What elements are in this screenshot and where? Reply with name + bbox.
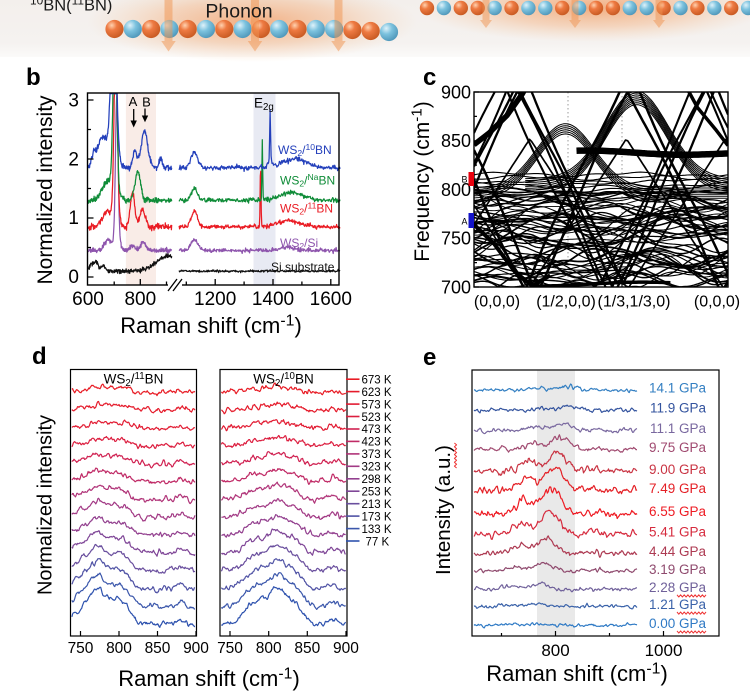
svg-text:298 K: 298 K [362,474,392,486]
svg-text:1600: 1600 [310,289,352,310]
svg-text:14.1 GPa: 14.1 GPa [649,380,707,395]
svg-text:0.00 GPa: 0.00 GPa [649,616,707,631]
svg-text:800: 800 [541,641,569,660]
svg-text:A: A [129,94,138,109]
svg-text:E2g: E2g [254,96,274,113]
svg-text:B: B [142,95,151,110]
svg-text:253 K: 253 K [362,486,392,498]
svg-text:b: b [26,64,41,91]
svg-text:WS2/11BN: WS2/11BN [280,200,333,216]
svg-text:2: 2 [68,149,79,170]
svg-text:(1/2,0,0): (1/2,0,0) [536,294,596,311]
svg-text:d: d [32,343,47,370]
svg-text:0: 0 [68,267,79,288]
svg-text:800: 800 [124,289,156,310]
svg-text:A: A [461,217,467,227]
svg-text:800: 800 [256,640,282,657]
svg-text:673 K: 673 K [362,374,392,386]
svg-text:800: 800 [106,640,132,657]
svg-text:(0,0,0): (0,0,0) [474,294,520,311]
svg-text:173 K: 173 K [362,511,392,523]
svg-text:6.55 GPa: 6.55 GPa [649,504,707,519]
svg-text:WS2/11BN: WS2/11BN [104,371,164,389]
svg-text:1000: 1000 [645,641,683,660]
svg-text:900: 900 [333,640,359,657]
svg-text:1200: 1200 [194,289,236,310]
svg-text:(0,0,0): (0,0,0) [694,294,740,311]
svg-text:c: c [423,64,436,91]
svg-text:523 K: 523 K [362,412,392,424]
svg-text:900: 900 [441,82,471,102]
svg-text:10BN(11BN): 10BN(11BN) [30,0,112,15]
svg-text:750: 750 [441,229,471,249]
svg-text:600: 600 [72,289,104,310]
svg-text:323 K: 323 K [362,462,392,474]
svg-text:WS2/10BN: WS2/10BN [278,142,332,158]
svg-text:373 K: 373 K [362,449,392,461]
svg-text:133 K: 133 K [362,524,392,536]
svg-text:2.28 GPa: 2.28 GPa [649,580,707,595]
svg-text:Intensity (a.u.): Intensity (a.u.) [432,445,455,575]
svg-text:700: 700 [441,277,471,297]
svg-text:850: 850 [145,640,171,657]
svg-text:423 K: 423 K [362,437,392,449]
svg-text:473 K: 473 K [362,424,392,436]
svg-text:9.00 GPa: 9.00 GPa [649,462,707,477]
svg-text:77 K: 77 K [366,536,390,548]
svg-text:3.19 GPa: 3.19 GPa [649,562,707,577]
svg-text:800: 800 [441,180,471,200]
svg-text:11.9 GPa: 11.9 GPa [650,401,707,416]
svg-text:WS2/Si: WS2/Si [280,236,318,251]
svg-text:213 K: 213 K [362,499,392,511]
svg-text:1400: 1400 [252,289,294,310]
svg-text:11.1 GPa: 11.1 GPa [650,421,707,436]
svg-text:Raman shift (cm-1): Raman shift (cm-1) [486,660,668,686]
svg-text:Frequency (cm-1): Frequency (cm-1) [409,101,434,261]
svg-text:4.44 GPa: 4.44 GPa [649,544,707,559]
svg-text:WS2/NaBN: WS2/NaBN [280,172,335,188]
svg-text:850: 850 [294,640,320,657]
svg-text:Raman shift (cm-1): Raman shift (cm-1) [120,312,302,338]
svg-text:WS2/10BN: WS2/10BN [253,371,313,389]
svg-text:750: 750 [217,640,243,657]
svg-text:Si substrate: Si substrate [271,260,335,274]
svg-text:Phonon: Phonon [205,1,272,23]
svg-text:5.41 GPa: 5.41 GPa [649,525,707,540]
svg-text:Raman shift (cm-1): Raman shift (cm-1) [118,665,300,691]
svg-text:750: 750 [68,640,94,657]
svg-text:B: B [461,175,467,185]
svg-text:573 K: 573 K [362,399,392,411]
svg-text:Normalized intensity: Normalized intensity [35,415,57,595]
svg-text:(1/3,1/3,0): (1/3,1/3,0) [598,294,671,311]
svg-text:623 K: 623 K [362,387,392,399]
svg-text:Normalized intensity: Normalized intensity [34,95,57,285]
svg-text:3: 3 [68,90,79,111]
svg-text:9.75 GPa: 9.75 GPa [649,440,707,455]
svg-text:7.49 GPa: 7.49 GPa [649,481,707,496]
svg-text:1: 1 [68,208,79,229]
svg-text:900: 900 [183,640,209,657]
svg-text:850: 850 [441,131,471,151]
svg-text:e: e [423,344,436,371]
svg-text:1.21 GPa: 1.21 GPa [649,597,707,612]
